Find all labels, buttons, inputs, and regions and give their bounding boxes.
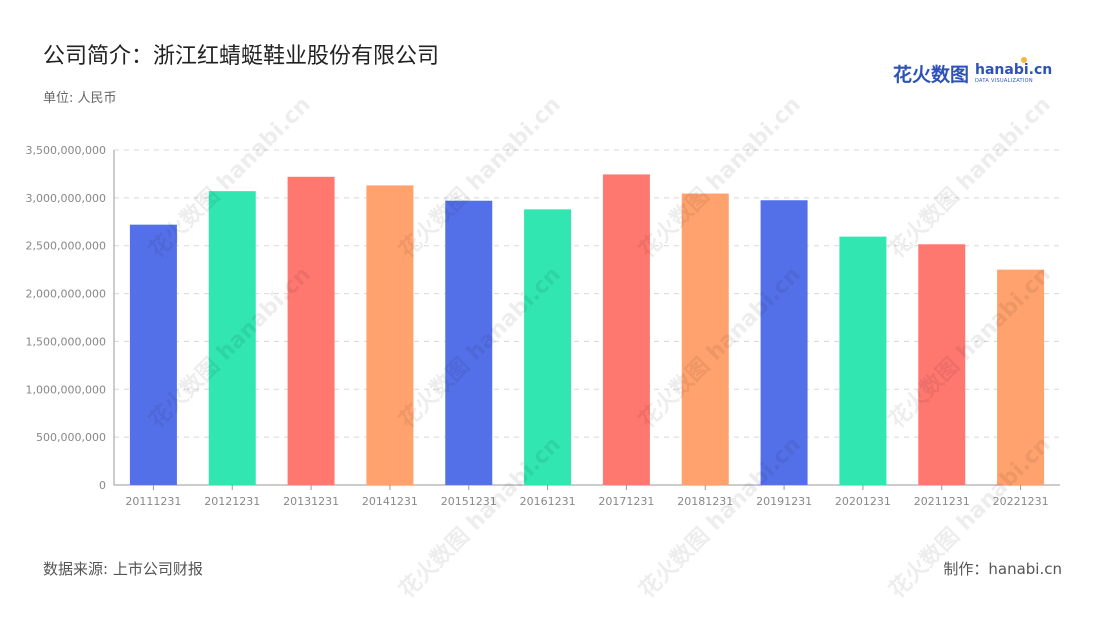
page-title: 公司简介：浙江红蜻蜓鞋业股份有限公司 (43, 44, 440, 69)
data-source: 数据来源: 上市公司财报 (43, 560, 203, 578)
y-tick-label: 2,500,000,000 (26, 240, 106, 253)
bar (760, 200, 808, 485)
bar (602, 174, 650, 485)
bar (445, 200, 493, 485)
x-tick-label: 20151231 (441, 495, 497, 508)
bar (366, 185, 414, 485)
bar (918, 244, 966, 485)
bar (129, 224, 177, 485)
bar (839, 236, 887, 485)
y-tick-label: 0 (99, 479, 106, 492)
bar (997, 269, 1045, 485)
bar (287, 176, 335, 486)
logo-cn-text: 花火数图 (893, 64, 970, 86)
bar (524, 209, 572, 486)
x-tick-label: 20131231 (283, 495, 339, 508)
x-tick-label: 20141231 (362, 495, 418, 508)
y-tick-label: 500,000,000 (36, 431, 106, 444)
x-tick-label: 20181231 (677, 495, 733, 508)
y-tick-label: 3,500,000,000 (26, 144, 106, 157)
x-tick-label: 20111231 (125, 495, 181, 508)
x-tick-label: 20211231 (914, 495, 970, 508)
logo-en-text: hanabi.cn (975, 62, 1053, 78)
x-tick-label: 20161231 (520, 495, 576, 508)
y-tick-label: 1,000,000,000 (26, 383, 106, 396)
y-tick-label: 2,000,000,000 (26, 288, 106, 301)
logo-spark-icon (1021, 57, 1027, 63)
x-tick-label: 20201231 (835, 495, 891, 508)
x-tick-label: 20191231 (756, 495, 812, 508)
maker-credit: 制作：hanabi.cn (943, 560, 1062, 578)
hanabi-logo: 花火数图 hanabi.cn DATA VISUALIZATION (893, 57, 1052, 88)
bar (681, 193, 729, 486)
unit-label: 单位: 人民币 (43, 91, 117, 106)
y-tick-label: 3,000,000,000 (26, 192, 106, 205)
x-tick-label: 20221231 (993, 495, 1049, 508)
bar (208, 191, 256, 485)
x-tick-label: 20121231 (204, 495, 260, 508)
y-tick-label: 1,500,000,000 (26, 335, 106, 348)
logo-sub-text: DATA VISUALIZATION (975, 78, 1033, 84)
x-tick-label: 20171231 (598, 495, 654, 508)
